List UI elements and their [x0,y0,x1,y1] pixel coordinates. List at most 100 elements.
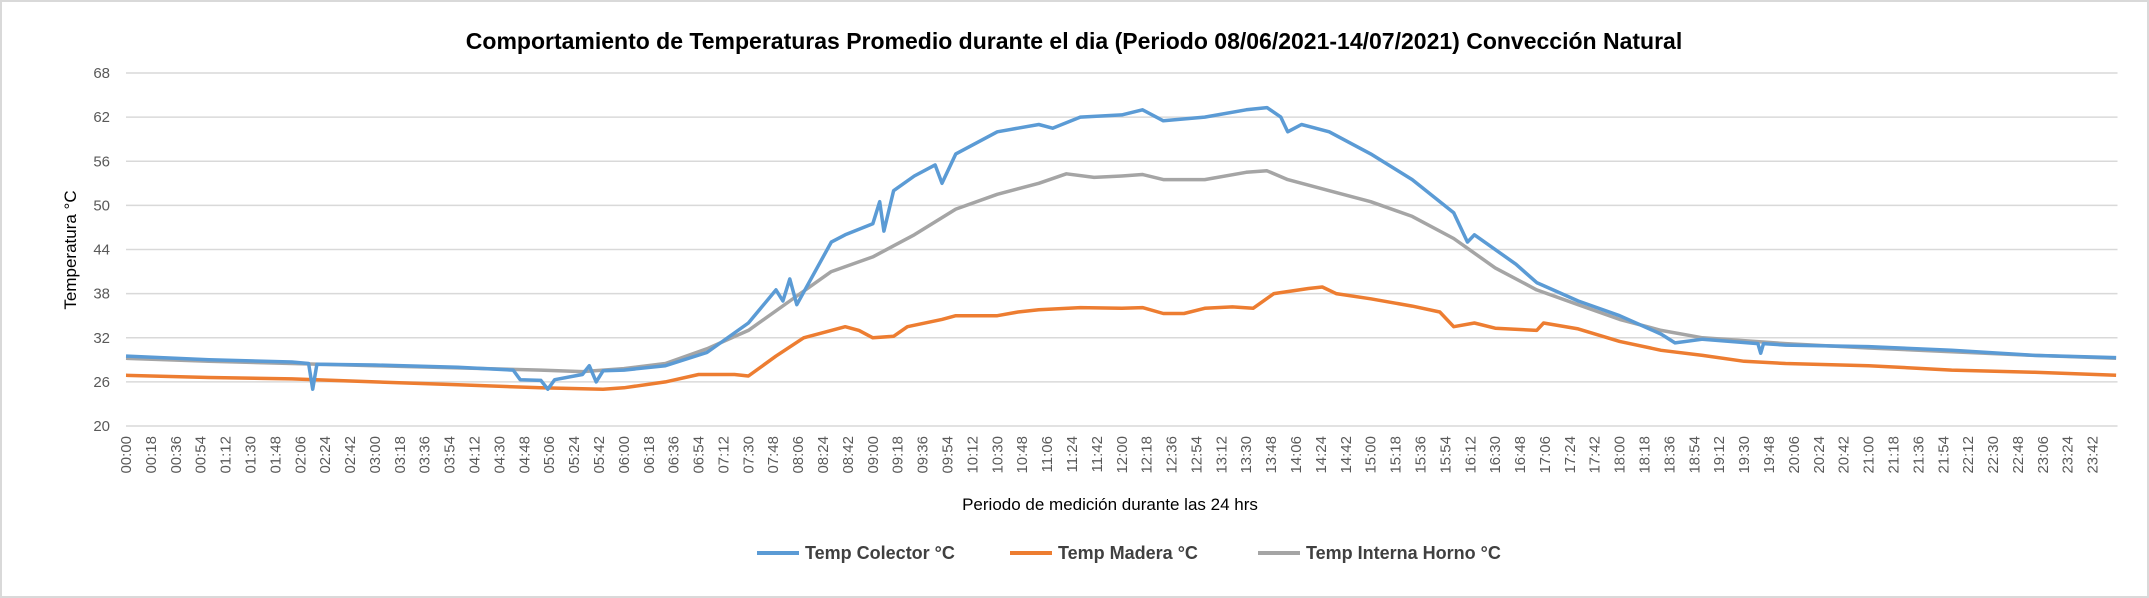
legend-label: Temp Interna Horno °C [1306,543,1501,563]
series-line-0 [125,105,2117,391]
legend-label: Temp Madera °C [1058,543,1198,563]
x-tick-label: 15:18 [1388,436,1405,474]
y-tick-label: 20 [93,418,110,435]
x-tick-label: 11:06 [1039,436,1056,472]
x-tick-label: 19:30 [1736,436,1753,474]
x-tick-label: 16:30 [1487,436,1504,474]
x-tick-label: 21:36 [1910,436,1927,474]
x-tick-label: 23:24 [2060,436,2077,474]
legend-label: Temp Colector °C [805,543,955,563]
x-tick-label: 03:18 [392,436,409,474]
x-tick-label: 19:12 [1711,436,1728,474]
y-tick-label: 32 [93,330,110,347]
x-tick-label: 06:00 [616,436,633,474]
x-tick-label: 08:06 [790,436,807,474]
y-tick-label: 62 [93,109,110,126]
x-tick-label: 13:12 [1213,436,1230,474]
x-tick-label: 23:42 [2085,436,2102,474]
y-tick-label: 26 [93,374,110,391]
x-tick-label: 10:30 [989,436,1006,474]
x-axis-title: Periodo de medición durante las 24 hrs [962,495,1258,514]
x-tick-label: 02:06 [292,436,309,474]
x-tick-label: 02:42 [342,436,359,474]
x-tick-label: 14:06 [1288,436,1305,474]
x-tick-label: 19:48 [1761,436,1778,474]
x-tick-label: 13:30 [1238,436,1255,474]
series-line-1 [125,285,2117,391]
x-tick-label: 22:30 [1985,436,2002,474]
x-tick-label: 14:42 [1338,436,1355,474]
x-tick-label: 23:06 [2035,436,2052,474]
x-tick-label: 14:24 [1313,436,1330,474]
x-tick-label: 12:54 [1188,436,1205,474]
x-tick-label: 18:54 [1686,436,1703,474]
gridlines [126,72,2118,427]
x-tick-label: 04:30 [491,436,508,474]
x-tick-label: 15:36 [1412,436,1429,474]
x-tick-label: 10:12 [964,436,981,474]
x-tick-label: 09:00 [865,436,882,474]
x-tick-label: 15:00 [1363,436,1380,474]
x-tick-label: 09:36 [915,436,932,474]
y-tick-labels: 20 26 32 38 44 50 56 62 68 [93,65,110,435]
legend: Temp Colector °C Temp Madera °C Temp Inter… [757,543,1501,563]
x-tick-label: 20:42 [1836,436,1853,474]
x-tick-label: 17:06 [1537,436,1554,474]
x-tick-label: 17:42 [1587,436,1604,474]
y-tick-label: 68 [93,65,110,82]
x-tick-label: 08:24 [815,436,832,474]
x-tick-label: 06:18 [641,436,658,474]
x-tick-label: 05:06 [541,436,558,474]
y-axis-title: Temperatura °C [61,190,80,309]
x-tick-label: 06:36 [666,436,683,474]
y-tick-label: 44 [93,242,110,259]
x-tick-label: 13:48 [1263,436,1280,474]
x-tick-label: 12:00 [1114,436,1131,474]
x-tick-label: 09:54 [940,436,957,474]
x-tick-label: 00:54 [193,436,210,474]
chart-title: Comportamiento de Temperaturas Promedio … [466,28,1682,54]
x-tick-label: 17:24 [1562,436,1579,474]
x-tick-label: 16:48 [1512,436,1529,474]
x-tick-label: 02:24 [317,436,334,474]
x-tick-label: 03:54 [442,436,459,474]
x-tick-label: 16:12 [1462,436,1479,474]
x-tick-label: 00:00 [118,436,135,474]
x-tick-label: 18:36 [1661,436,1678,474]
x-tick-label: 20:24 [1811,436,1828,474]
x-tick-label: 09:18 [890,436,907,474]
x-tick-label: 20:06 [1786,436,1803,474]
y-tick-label: 38 [93,286,110,303]
x-tick-label: 00:18 [143,436,160,474]
legend-item: Temp Madera °C [1010,543,1198,563]
x-tick-label: 12:36 [1164,436,1181,474]
x-tick-label: 11:42 [1089,436,1106,472]
x-tick-label: 03:00 [367,436,384,474]
x-tick-label: 03:36 [417,436,434,474]
x-tick-label: 07:12 [715,436,732,474]
y-tick-label: 56 [93,153,110,170]
x-tick-label: 10:48 [1014,436,1031,474]
x-tick-label: 21:18 [1885,436,1902,474]
x-tick-label: 07:48 [765,436,782,474]
x-tick-label: 05:24 [566,436,583,474]
x-tick-label: 22:12 [1960,436,1977,474]
x-tick-label: 22:48 [2010,436,2027,474]
legend-item: Temp Interna Horno °C [1258,543,1501,563]
x-tick-label: 00:36 [168,436,185,474]
x-tick-label: 12:18 [1139,436,1156,474]
x-tick-label: 07:30 [740,436,757,474]
x-tick-labels: 00:00 00:18 00:36 00:54 01:12 01:30 01:48 02:06… [118,436,2102,474]
legend-item: Temp Colector °C [757,543,955,563]
x-tick-label: 06:54 [691,436,708,474]
x-tick-label: 18:18 [1637,436,1654,474]
x-tick-label: 21:00 [1861,436,1878,474]
x-tick-label: 01:12 [218,436,235,474]
x-tick-label: 01:30 [242,436,259,474]
x-tick-label: 04:12 [467,436,484,474]
series-line-2 [125,169,2117,374]
x-tick-label: 18:00 [1612,436,1629,474]
x-tick-label: 11:24 [1064,436,1081,472]
